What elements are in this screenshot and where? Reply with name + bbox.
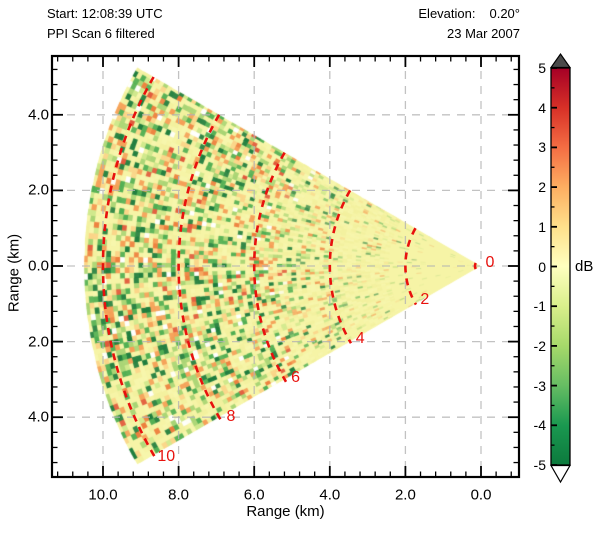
colorbar-bottom-arrow <box>549 464 572 484</box>
x-axis-title: Range (km) <box>246 503 325 520</box>
colorbar-tick-label: 3 <box>538 139 546 156</box>
start-time-text: Start: 12:08:39 UTC <box>47 6 163 21</box>
colorbar-tick-label: -3 <box>533 377 546 394</box>
colorbar-gradient <box>550 67 571 466</box>
colorbar-top-arrow <box>549 52 572 69</box>
colorbar-tick-label: -1 <box>533 298 546 315</box>
x-tick-label: 4.0 <box>319 486 341 504</box>
colorbar-tick-label: 1 <box>538 218 546 235</box>
elevation-value: 0.20° <box>489 6 520 21</box>
y-tick-label: 0.0 <box>28 257 49 275</box>
x-tick-label: 8.0 <box>168 486 190 504</box>
y-tick-label: 2.0 <box>28 181 49 199</box>
colorbar-tick-label: 5 <box>538 60 546 76</box>
colorbar-tick-label: 4 <box>538 99 546 116</box>
y-tick-label: 2.0 <box>28 333 49 351</box>
x-tick-label: 0.0 <box>470 486 492 504</box>
ppi-wedge-heatmap <box>52 56 519 477</box>
y-tick-label: 4.0 <box>28 408 49 426</box>
colorbar-tick-label: -5 <box>533 457 546 473</box>
colorbar-tick-label: -2 <box>533 337 546 354</box>
elevation-label: Elevation: <box>418 6 476 21</box>
colorbar-tick-label: 0 <box>538 258 546 275</box>
colorbar-tick-label: -4 <box>533 417 546 434</box>
y-axis-title: Range (km) <box>5 233 23 313</box>
x-tick-label: 10.0 <box>88 486 118 504</box>
scan-title-text: PPI Scan 6 filtered <box>47 26 155 41</box>
y-tick-label: 4.0 <box>28 106 49 124</box>
colorbar-tick-label: 2 <box>538 179 546 196</box>
x-tick-label: 2.0 <box>394 486 416 504</box>
colorbar-unit-label: dB <box>575 257 594 275</box>
elevation-text: Elevation: 0.20° <box>418 6 520 21</box>
x-tick-label: 6.0 <box>243 486 265 504</box>
date-text: 23 Mar 2007 <box>447 26 520 41</box>
